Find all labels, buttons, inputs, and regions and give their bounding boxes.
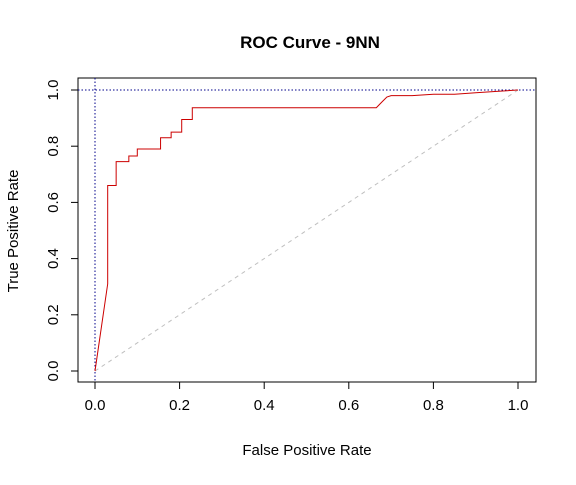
y-tick-label: 0.4 <box>45 248 62 269</box>
x-tick-label: 0.4 <box>254 397 275 414</box>
roc-curve-line-0 <box>95 90 518 371</box>
y-axis-label: True Positive Rate <box>5 170 22 293</box>
y-tick-label: 0.2 <box>45 304 62 325</box>
y-tick-label: 1.0 <box>45 80 62 101</box>
plot-area: 0.0 0.2 0.4 0.6 0.8 1.0 0.0 0.2 0.4 0.6 0.8 1.0 <box>45 78 536 414</box>
x-tick-label: 0.2 <box>169 397 190 414</box>
x-tick-label: 0.6 <box>338 397 359 414</box>
y-tick-label: 0.6 <box>45 192 62 213</box>
diagonal-reference-line <box>95 90 518 371</box>
y-tick-label: 0.0 <box>45 361 62 382</box>
x-tick-label: 0.8 <box>423 397 444 414</box>
plot-frame <box>78 78 536 382</box>
x-tick-label: 1.0 <box>508 397 529 414</box>
x-tick-label: 0.0 <box>85 397 106 414</box>
y-tick-label: 0.8 <box>45 136 62 157</box>
chart-title: ROC Curve - 9NN <box>240 33 380 52</box>
x-axis-label: False Positive Rate <box>242 442 371 459</box>
